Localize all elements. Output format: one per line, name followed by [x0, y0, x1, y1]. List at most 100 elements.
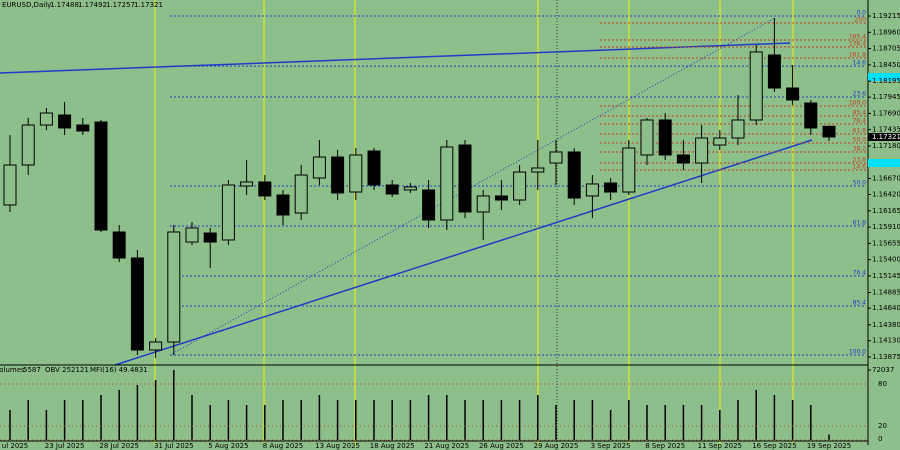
mfi-tick-label: 80 [878, 380, 887, 388]
candle-body [403, 186, 417, 191]
x-tick-label: ul 2025 [2, 442, 28, 450]
candle-body [203, 232, 217, 243]
fib-label: 14.6 [853, 60, 867, 67]
indicator-label: Volumes [0, 366, 25, 374]
candle-body [494, 195, 508, 201]
y-tick-label: 1.15145 [872, 272, 900, 280]
candle-body [112, 231, 126, 259]
fib-label: 0.0 [856, 9, 866, 16]
candle-body [749, 51, 763, 121]
x-tick-label: 5 Aug 2025 [208, 442, 248, 450]
candle-body [549, 151, 563, 164]
fib-label: 23.6 [853, 90, 867, 97]
y-tick-label: 1.17435 [872, 126, 900, 134]
candle-body [331, 156, 345, 194]
fib-label: 76.4 [853, 269, 867, 276]
candle-body [476, 195, 490, 213]
fib-label: 85.4 [853, 110, 867, 117]
x-tick-label: 11 Sep 2025 [698, 442, 742, 450]
ohlc-high: 1.17492 [78, 1, 107, 9]
candle-body [640, 119, 654, 156]
fib-label: 38.2 [853, 145, 867, 152]
y-tick-label: 1.18960 [872, 28, 900, 36]
price-marker [868, 73, 900, 81]
fib-label: 185.4 [849, 33, 866, 40]
candle-body [367, 150, 381, 186]
fib-label: 50.0 [853, 180, 867, 187]
candle-body [658, 119, 672, 156]
fib-label: 61.8 [853, 127, 867, 134]
y-tick-label: 1.18705 [872, 45, 900, 53]
candle-body [312, 156, 326, 179]
mfi-tick-label: 20 [878, 422, 887, 430]
candle-body [130, 257, 144, 351]
fib-label: 76.4 [853, 118, 867, 125]
volume-tick-label: 72037 [872, 366, 894, 374]
y-tick-label: 1.18450 [872, 61, 900, 69]
candle-body [221, 184, 235, 241]
candle-body [258, 181, 272, 197]
indicator-value: 5587 [23, 366, 41, 374]
fib-label: 85.4 [853, 299, 867, 306]
candle-body [349, 154, 363, 193]
price-marker [868, 159, 900, 167]
candle-body [622, 147, 636, 193]
chart-title: EURUSD,Daily [2, 1, 51, 9]
fib-label: 100.0 [849, 100, 866, 107]
y-tick-label: 1.16420 [872, 191, 900, 199]
session-lines [154, 0, 794, 445]
last-price-box [868, 132, 900, 141]
x-tick-label: 8 Sep 2025 [645, 442, 685, 450]
candle-body [513, 171, 527, 201]
candle-body [167, 231, 181, 343]
y-tick-label: 1.17945 [872, 93, 900, 101]
x-tick-label: 18 Aug 2025 [370, 442, 415, 450]
candle-body [3, 164, 17, 206]
x-tick-label: 21 Aug 2025 [424, 442, 469, 450]
y-tick-label: 1.14640 [872, 304, 900, 312]
fib-label: 14.6 [853, 163, 867, 170]
candle-body [695, 137, 709, 164]
x-tick-label: 3 Sep 2025 [591, 442, 631, 450]
candle-body [458, 144, 472, 213]
fib-label: 161.8 [849, 51, 866, 58]
candle-body [21, 124, 35, 166]
y-tick-label: 1.14130 [872, 337, 900, 345]
y-tick-label: 1.17690 [872, 109, 900, 117]
indicator-label: MFI(16) 49.4831 [90, 366, 148, 374]
candle-body [604, 182, 618, 193]
fib-label: 176.4 [849, 40, 866, 47]
ohlc-open: 1.17488 [50, 1, 79, 9]
x-tick-label: 28 Jul 2025 [99, 442, 139, 450]
candle-body [567, 151, 581, 199]
candle-body [276, 194, 290, 216]
x-tick-label: 29 Aug 2025 [534, 442, 579, 450]
y-tick-label: 1.17180 [872, 142, 900, 150]
fib-label: 200 [855, 16, 867, 23]
candle-body [149, 341, 163, 351]
ohlc-close: 1.17321 [134, 1, 163, 9]
candle-body [422, 189, 436, 221]
candle-body [804, 102, 818, 129]
candle-body [731, 119, 745, 139]
candle-body [767, 54, 781, 89]
candle-body [440, 146, 454, 221]
mfi-tick-label: 0 [878, 435, 882, 443]
x-tick-label: 16 Sep 2025 [752, 442, 796, 450]
candle-body [585, 183, 599, 197]
x-tick-label: 8 Aug 2025 [263, 442, 303, 450]
x-tick-label: 26 Aug 2025 [479, 442, 524, 450]
candle-body [240, 181, 254, 187]
last-price-label: 1.17321 [872, 133, 900, 141]
candle-body [385, 184, 399, 195]
x-tick-label: 19 Sep 2025 [807, 442, 851, 450]
trendline [114, 139, 813, 366]
x-tick-label: 13 Aug 2025 [315, 442, 360, 450]
fib-label: 61.8 [853, 219, 867, 226]
y-tick-label: 1.15655 [872, 239, 900, 247]
candle-body [786, 87, 800, 101]
y-tick-label: 1.13875 [872, 353, 900, 361]
fib-label: 100.0 [849, 348, 866, 355]
fib-label: 23.6 [853, 157, 867, 164]
candle-body [94, 121, 108, 231]
